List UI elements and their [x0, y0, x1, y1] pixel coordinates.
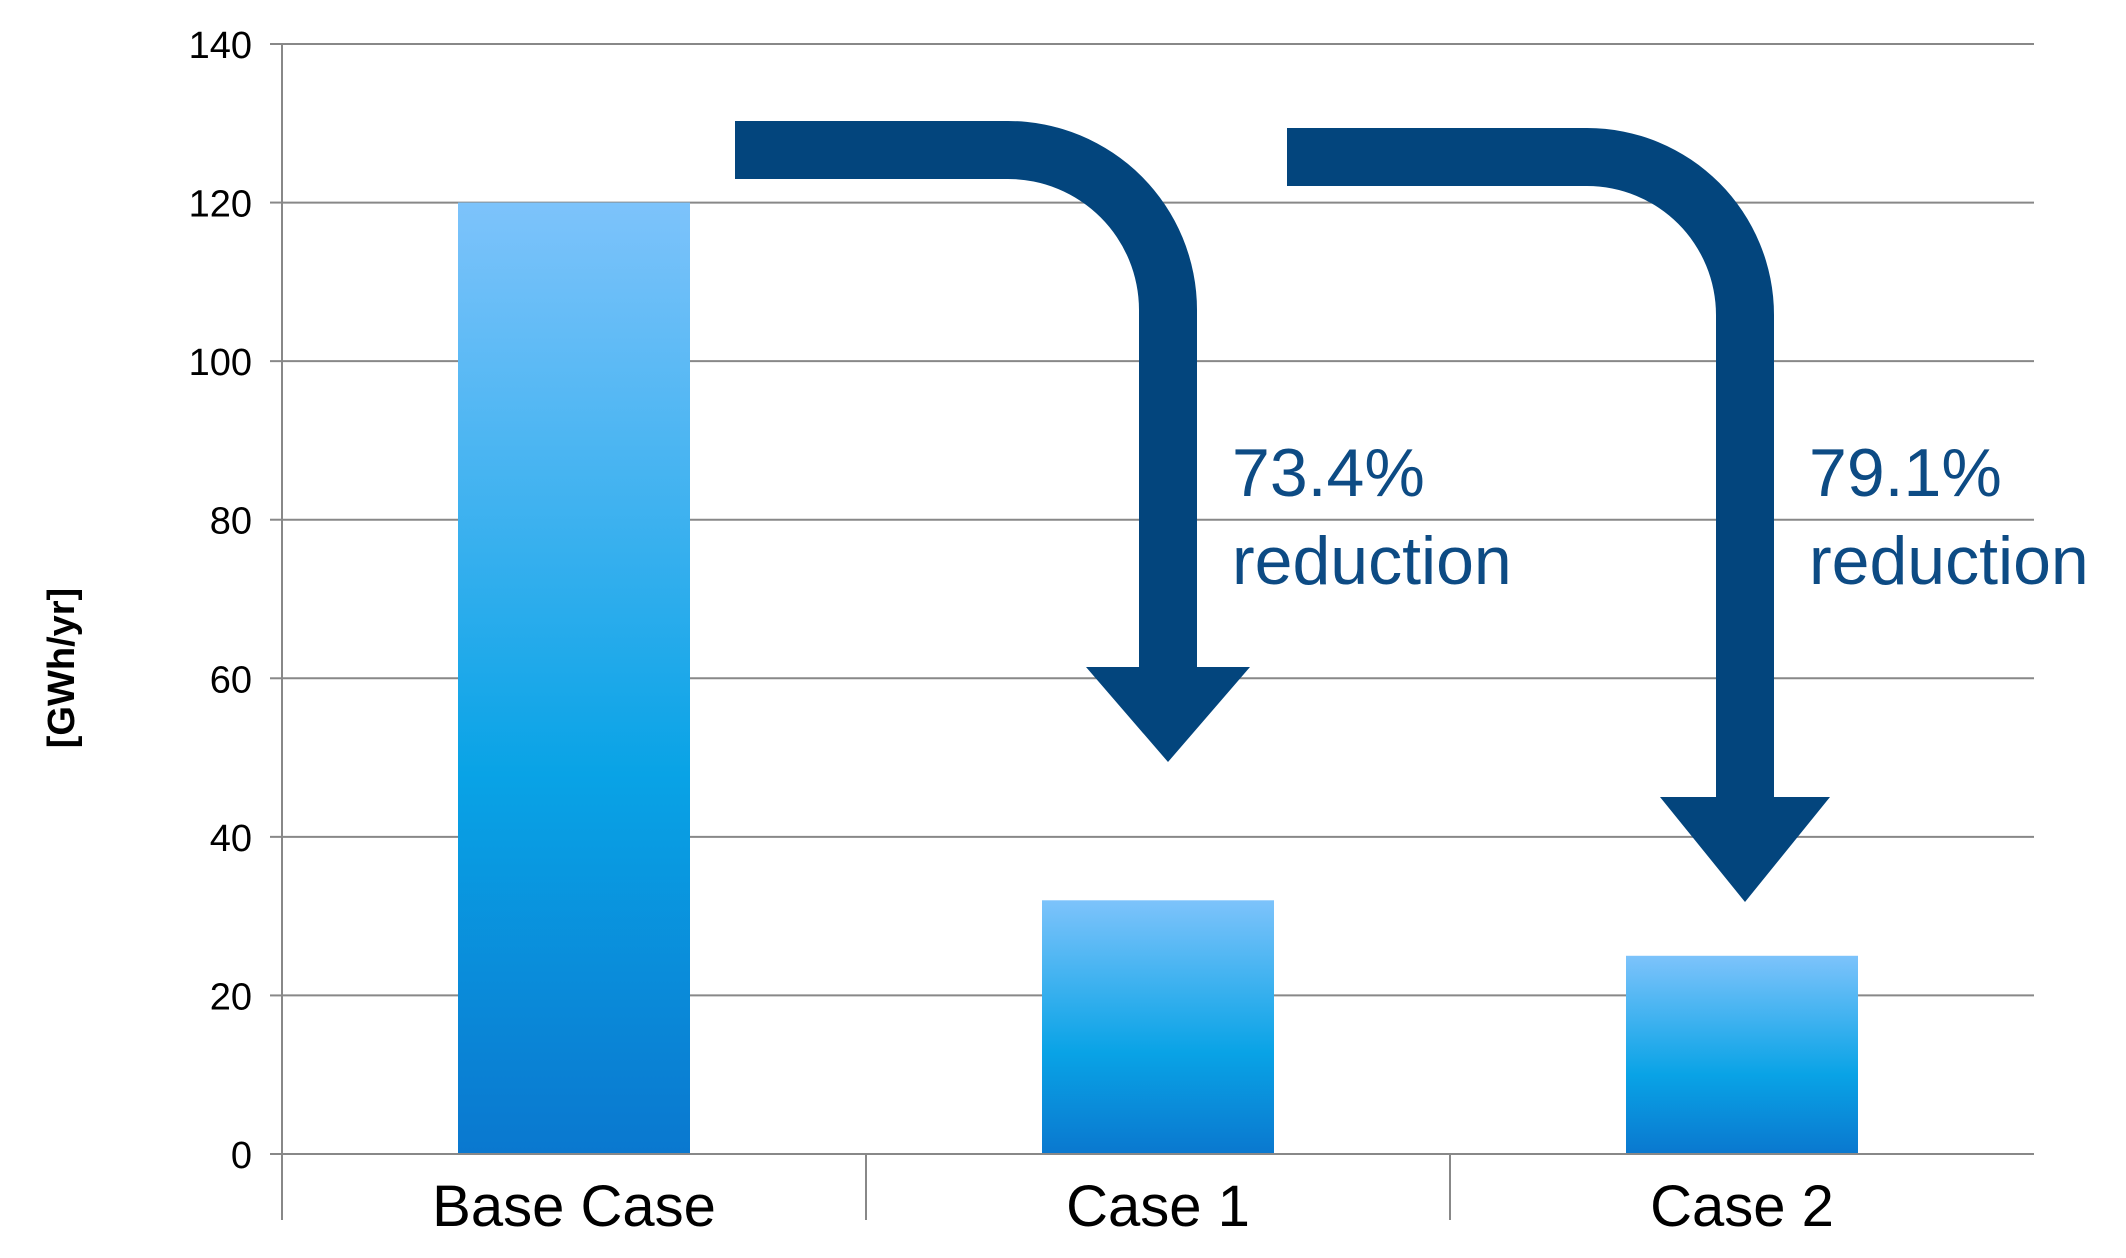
- bar-case-1: [1042, 900, 1274, 1154]
- y-tick-label: 100: [189, 342, 252, 384]
- axes: [270, 43, 2034, 1220]
- y-tick-label: 0: [231, 1135, 252, 1177]
- y-tick-label: 120: [189, 184, 252, 226]
- y-tick-label: 80: [210, 501, 252, 543]
- reduction-annotations: 73.4% reduction 79.1% reduction: [1232, 435, 2089, 599]
- x-tick-label: Base Case: [432, 1174, 716, 1239]
- reduction-word-label: reduction: [1809, 523, 2089, 599]
- x-tick-label: Case 2: [1650, 1174, 1834, 1239]
- bar-case-2: [1626, 955, 1858, 1154]
- y-tick-label: 60: [210, 659, 252, 701]
- y-tick-label: 20: [210, 976, 252, 1018]
- arrow-base-to-case1: [735, 121, 1250, 762]
- y-tick-label: 40: [210, 818, 252, 860]
- reduction-percent-label: 73.4%: [1232, 435, 1425, 511]
- bar-base-case: [458, 202, 690, 1155]
- y-tick-labels: 0 20 40 60 80 100 120 140: [189, 25, 252, 1177]
- arrow-base-to-case2: [1287, 128, 1830, 902]
- x-tick-label: Case 1: [1066, 1174, 1250, 1239]
- y-tick-label: 140: [189, 25, 252, 67]
- x-tick-labels: Base Case Case 1 Case 2: [432, 1174, 1834, 1239]
- reduction-percent-label: 79.1%: [1809, 435, 2002, 511]
- bars: [458, 202, 1858, 1155]
- reduction-arrows: [735, 121, 1830, 902]
- reduction-word-label: reduction: [1232, 523, 1512, 599]
- y-axis-label: [GWh/yr]: [41, 588, 83, 748]
